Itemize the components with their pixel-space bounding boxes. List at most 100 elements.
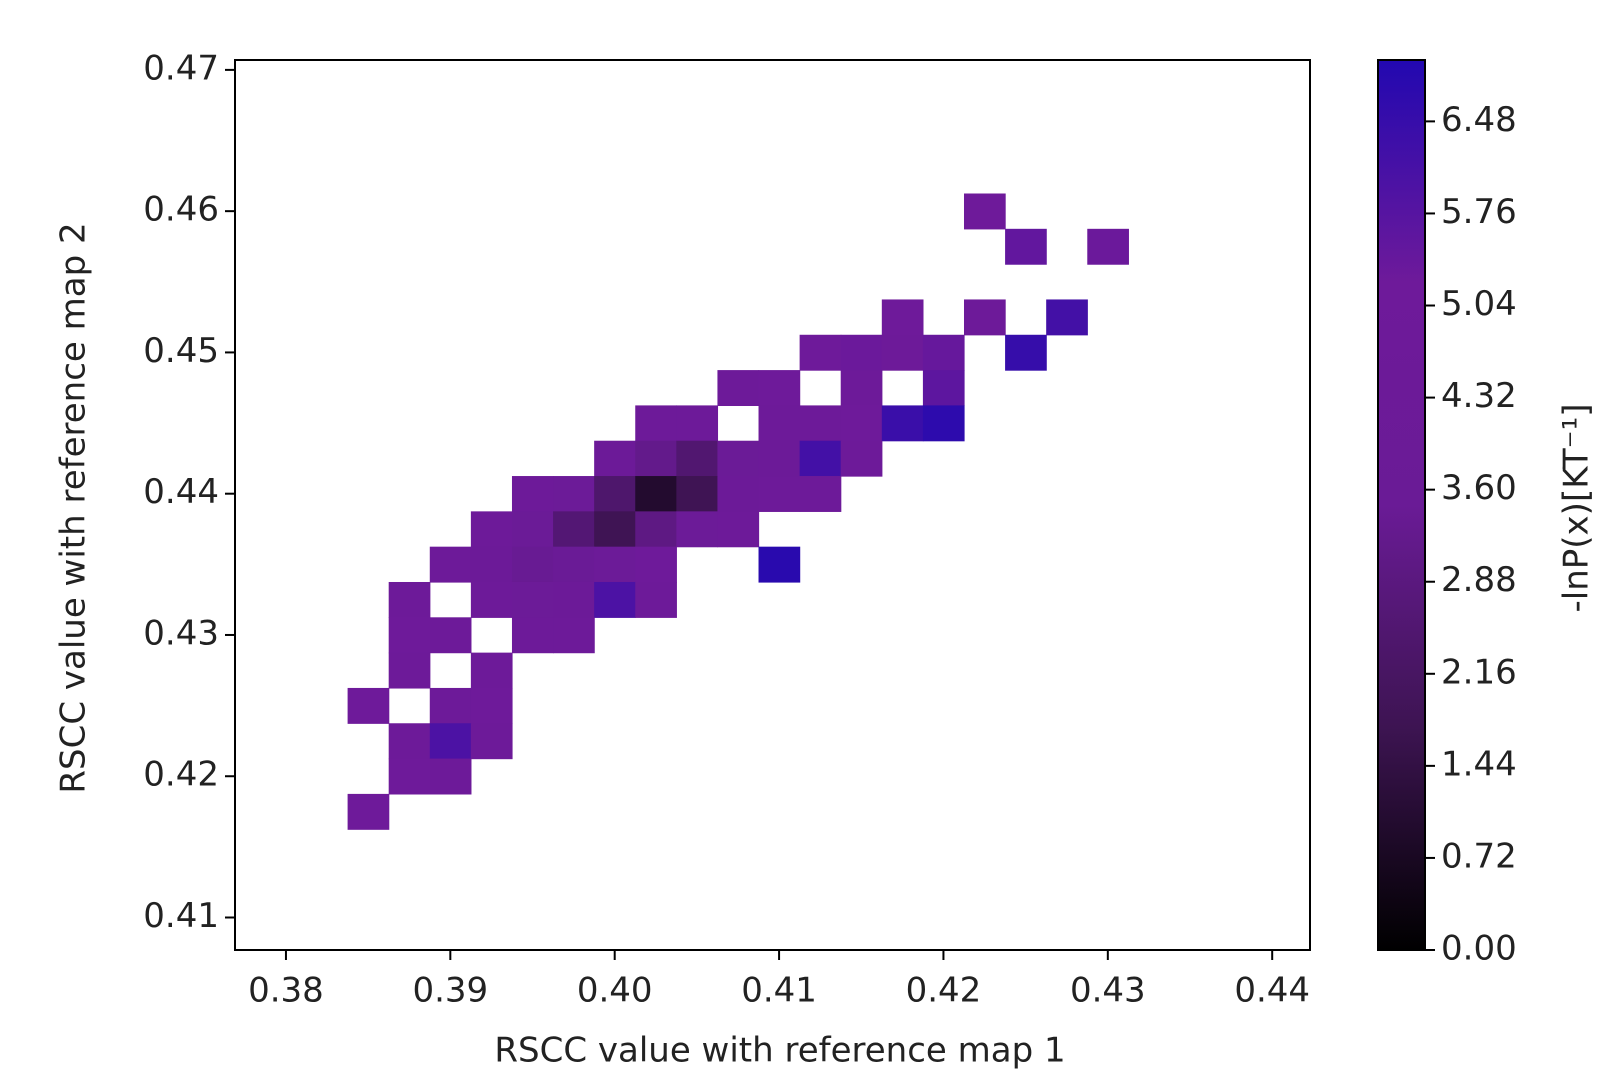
colorbar-tick-label: 3.60	[1441, 468, 1517, 508]
heat-cell	[470, 511, 513, 548]
heat-cell	[881, 299, 924, 336]
heat-cell	[511, 581, 554, 618]
y-tick-label: 0.45	[143, 331, 219, 371]
heat-cell	[1087, 228, 1129, 265]
heat-cell	[594, 546, 636, 583]
y-tick-label: 0.44	[143, 472, 219, 512]
heat-cell	[511, 617, 554, 654]
x-tick-label: 0.38	[248, 971, 324, 1011]
heat-cell	[347, 793, 390, 830]
heat-cell	[511, 476, 554, 512]
heat-cell	[676, 476, 719, 512]
heat-cell	[840, 334, 883, 371]
heat-cell	[676, 440, 719, 477]
heat-cell	[511, 511, 554, 548]
heat-cell	[388, 758, 431, 795]
heat-cell	[799, 476, 842, 512]
heat-cell	[594, 511, 636, 548]
heat-cell	[676, 405, 719, 442]
heat-cell	[1046, 299, 1088, 336]
x-tick-label: 0.39	[412, 971, 488, 1011]
heat-cell	[429, 546, 472, 583]
heat-cell	[758, 476, 801, 512]
heat-cell	[553, 617, 595, 654]
x-tick-label: 0.43	[1070, 971, 1146, 1011]
colorbar-tick-label: 0.72	[1441, 836, 1517, 876]
heat-cell	[840, 405, 883, 442]
colorbar-tick-label: 5.04	[1441, 284, 1517, 324]
x-tick-label: 0.44	[1234, 971, 1310, 1011]
heat-cell	[840, 370, 883, 407]
x-tick-label: 0.42	[906, 971, 982, 1011]
heat-cell	[388, 617, 431, 654]
heat-cell	[553, 546, 595, 583]
heat-cell	[553, 581, 595, 618]
colorbar-tick-label: 2.88	[1441, 560, 1517, 600]
heat-cell	[881, 334, 924, 371]
heat-cell	[922, 334, 965, 371]
heat-cell	[470, 546, 513, 583]
y-tick-label: 0.43	[143, 613, 219, 653]
heat-cell	[799, 334, 842, 371]
heat-cell	[388, 581, 431, 618]
heat-cell	[429, 758, 472, 795]
heat-cell	[676, 511, 719, 548]
heat-cell	[799, 440, 842, 477]
y-tick-label: 0.46	[143, 190, 219, 230]
heat-cell	[429, 617, 472, 654]
colorbar-tick-label: 6.48	[1441, 100, 1517, 140]
y-tick-label: 0.47	[143, 48, 219, 88]
y-tick-label: 0.42	[143, 755, 219, 795]
colorbar-tick-label: 0.00	[1441, 929, 1517, 969]
heat-cell	[717, 511, 760, 548]
colorbar	[1377, 59, 1426, 951]
heat-cell	[840, 440, 883, 477]
heat-cell	[635, 405, 677, 442]
heat-cell	[470, 687, 513, 724]
y-axis-label: RSCC value with reference map 2	[54, 222, 94, 793]
heat-cell	[758, 370, 801, 407]
heat-cell	[635, 476, 677, 512]
plot-frame	[234, 59, 1311, 951]
heat-cell	[429, 687, 472, 724]
colorbar-tick-label: 4.32	[1441, 376, 1517, 416]
heat-cell	[635, 581, 677, 618]
heat-cell	[470, 581, 513, 618]
heat-cell	[553, 476, 595, 512]
heat-cell	[594, 440, 636, 477]
heat-cell	[470, 652, 513, 689]
heat-cell	[717, 440, 760, 477]
heat-cell	[1005, 334, 1047, 371]
heat-cell	[922, 405, 965, 442]
heat-cell	[799, 405, 842, 442]
heat-cell	[717, 370, 760, 407]
x-axis-label: RSCC value with reference map 1	[494, 1031, 1065, 1071]
heat-cell	[511, 546, 554, 583]
heat-cell	[963, 193, 1006, 230]
heat-cell	[963, 299, 1006, 336]
heat-cell	[758, 405, 801, 442]
heat-cell	[388, 652, 431, 689]
heat-cell	[388, 723, 431, 760]
colorbar-label: -lnP(x)[KT⁻¹]	[1557, 404, 1597, 613]
heat-cell	[635, 546, 677, 583]
heat-cell	[470, 723, 513, 760]
heat-cell	[758, 440, 801, 477]
heat-cell	[717, 476, 760, 512]
y-tick-label: 0.41	[143, 896, 219, 936]
heat-cell	[347, 687, 390, 724]
heat-cell	[922, 370, 965, 407]
x-tick-label: 0.40	[577, 971, 653, 1011]
colorbar-tick-label: 1.44	[1441, 744, 1517, 784]
colorbar-tick-label: 2.16	[1441, 652, 1517, 692]
heat-cell	[429, 723, 472, 760]
heat-cell	[635, 440, 677, 477]
heat-cell	[594, 581, 636, 618]
heat-cell	[553, 511, 595, 548]
colorbar-tick-label: 5.76	[1441, 192, 1517, 232]
heat-cell	[758, 546, 801, 583]
heat-cell	[594, 476, 636, 512]
x-tick-label: 0.41	[741, 971, 817, 1011]
